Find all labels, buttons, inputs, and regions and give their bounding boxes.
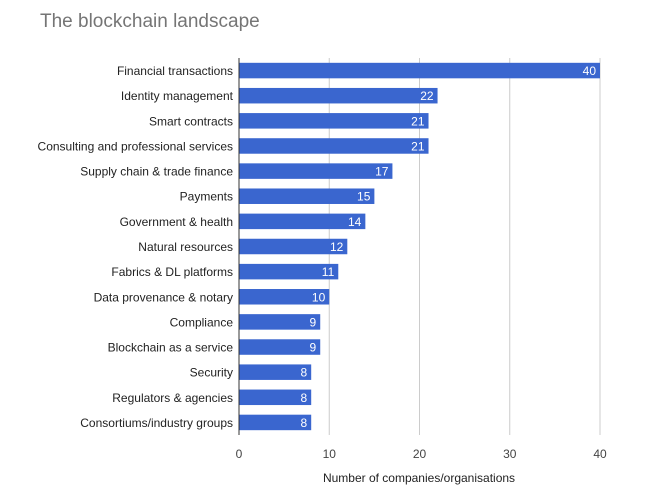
x-tick-labels: 0 10 20 30 40 bbox=[236, 447, 607, 461]
category-label: Supply chain & trade finance bbox=[80, 165, 233, 179]
data-label: 15 bbox=[357, 190, 371, 204]
x-tick-label: 30 bbox=[503, 447, 517, 461]
category-label: Security bbox=[190, 366, 233, 380]
category-label: Smart contracts bbox=[149, 114, 233, 128]
data-label: 21 bbox=[411, 114, 425, 128]
bar bbox=[239, 263, 339, 280]
data-label: 21 bbox=[411, 139, 425, 153]
data-label: 10 bbox=[312, 290, 326, 304]
bar bbox=[239, 113, 429, 129]
bar bbox=[239, 289, 330, 305]
bar bbox=[239, 62, 600, 79]
category-label: Government & health bbox=[120, 215, 233, 229]
category-label: Blockchain as a service bbox=[108, 341, 234, 355]
category-labels: Financial transactions Identity managemen… bbox=[38, 64, 234, 430]
data-label: 11 bbox=[322, 265, 335, 279]
x-tick-label: 20 bbox=[413, 447, 427, 461]
chart-title: The blockchain landscape bbox=[40, 11, 260, 32]
x-tick-label: 0 bbox=[236, 447, 243, 461]
bar bbox=[239, 238, 348, 255]
x-axis-title: Number of companies/organisations bbox=[323, 471, 515, 485]
data-label: 9 bbox=[310, 341, 317, 355]
category-label: Financial transactions bbox=[117, 64, 233, 78]
data-label: 17 bbox=[375, 165, 389, 179]
category-label: Identity management bbox=[121, 89, 234, 103]
data-label: 40 bbox=[583, 64, 597, 78]
bar bbox=[239, 339, 321, 355]
data-label: 8 bbox=[301, 366, 308, 380]
data-label: 14 bbox=[348, 215, 362, 229]
x-tick-label: 10 bbox=[323, 447, 337, 461]
bar bbox=[239, 188, 375, 204]
bar bbox=[239, 364, 312, 380]
data-label: 8 bbox=[301, 416, 308, 430]
bar bbox=[239, 138, 429, 154]
category-label: Payments bbox=[180, 190, 233, 204]
bar bbox=[239, 414, 312, 431]
data-label: 12 bbox=[330, 240, 344, 254]
data-label: 9 bbox=[310, 315, 317, 329]
bar bbox=[239, 213, 366, 230]
bar bbox=[239, 87, 438, 104]
data-label: 22 bbox=[420, 89, 434, 103]
category-label: Natural resources bbox=[138, 240, 233, 254]
category-label: Fabrics & DL platforms bbox=[111, 265, 233, 279]
x-tick-label: 40 bbox=[593, 447, 607, 461]
bar bbox=[239, 314, 321, 330]
category-label: Data provenance & notary bbox=[94, 290, 233, 304]
category-label: Compliance bbox=[170, 315, 234, 329]
category-label: Regulators & agencies bbox=[112, 391, 233, 405]
category-label: Consulting and professional services bbox=[38, 139, 233, 153]
bar bbox=[239, 163, 393, 179]
category-label: Consortiums/industry groups bbox=[80, 416, 233, 430]
bar bbox=[239, 389, 312, 406]
data-label: 8 bbox=[301, 391, 308, 405]
